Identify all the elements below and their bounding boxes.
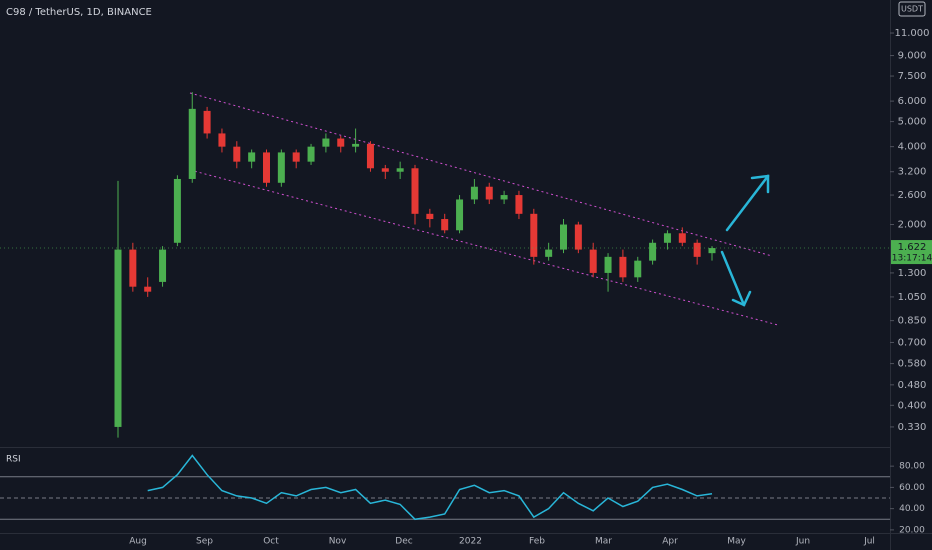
y-tick-label: 6.000 (898, 96, 927, 107)
candle-body (114, 249, 122, 427)
candle-body (307, 146, 315, 162)
rsi-label: RSI (6, 455, 21, 465)
candle-body (144, 286, 152, 292)
candle-body (589, 249, 597, 273)
rsi-y-tick-label: 80.00 (899, 462, 925, 472)
candle-body (708, 248, 716, 254)
y-tick-label: 4.000 (898, 142, 927, 153)
y-tick-label: 1.050 (898, 292, 927, 303)
rsi-y-tick-label: 20.00 (899, 525, 925, 535)
y-tick-label: 5.000 (898, 117, 927, 128)
candle-body (456, 199, 464, 231)
candle-body (470, 186, 478, 200)
candle-body (233, 146, 241, 162)
candle-body (277, 152, 285, 183)
x-tick-label: Mar (595, 537, 612, 547)
candle-body (411, 168, 419, 214)
candle-body (292, 152, 300, 162)
candle-body (530, 213, 538, 257)
currency-box[interactable] (898, 1, 926, 17)
candle-body (218, 133, 226, 147)
arrow-up (725, 174, 770, 232)
x-tick-label: Dec (395, 537, 412, 547)
y-tick-label: 11.000 (895, 28, 930, 39)
y-tick-label: 3.200 (898, 167, 927, 178)
candle-body (545, 249, 553, 257)
currency-label[interactable]: USDT (901, 5, 923, 14)
candle-body (129, 249, 137, 287)
y-tick-label: 0.480 (898, 380, 927, 391)
candle-body (322, 138, 330, 147)
y-tick-label: 9.000 (898, 51, 927, 62)
rsi-line (147, 454, 713, 521)
y-tick-label: 0.700 (898, 337, 927, 348)
candle-body (663, 233, 671, 243)
candle-body (500, 195, 508, 200)
y-tick-label: 2.000 (898, 220, 927, 231)
candle-body (441, 219, 449, 231)
candle-body (337, 138, 345, 147)
countdown: 13:17:14 (892, 254, 932, 264)
x-tick-label: Aug (129, 537, 147, 547)
y-tick-label: 2.600 (898, 190, 927, 201)
candle-body (560, 224, 567, 250)
candle-body (485, 186, 493, 200)
candle-body (396, 168, 404, 172)
candle-body (574, 224, 582, 250)
y-tick-label: 1.300 (898, 268, 927, 279)
candle-body (381, 168, 389, 172)
candle-body (248, 152, 256, 162)
y-tick-label: 0.400 (898, 400, 927, 411)
candle-body (693, 242, 701, 257)
y-tick-label: 0.330 (898, 422, 927, 433)
candle-body (604, 256, 612, 273)
x-tick-label: Jun (795, 537, 810, 547)
y-tick-label: 0.580 (898, 359, 927, 370)
x-tick-label: Nov (329, 537, 347, 547)
channel-upper (189, 92, 773, 257)
x-tick-label: 2022 (459, 537, 482, 547)
candle-body (263, 152, 270, 183)
candle-body (203, 110, 211, 134)
candle-body (619, 256, 627, 278)
last-price-label: 1.622 (898, 242, 927, 253)
candle-body (649, 242, 657, 261)
y-tick-label: 7.500 (898, 71, 927, 82)
chart-title: C98 / TetherUS, 1D, BINANCE (6, 7, 152, 18)
candle-body (352, 143, 360, 147)
x-tick-label: Jul (863, 537, 875, 547)
rsi-y-tick-label: 60.00 (899, 483, 925, 493)
candle-body (678, 233, 686, 243)
x-tick-label: Feb (529, 537, 545, 547)
x-tick-label: Apr (662, 537, 678, 547)
candle-body (366, 143, 374, 169)
candle-body (188, 108, 196, 179)
x-tick-label: Oct (263, 537, 279, 547)
last-price-box (891, 240, 932, 265)
arrow-down (720, 250, 752, 307)
y-tick-label: 0.850 (898, 316, 927, 327)
candle-body (426, 213, 434, 220)
channel-lower (189, 169, 779, 326)
rsi-y-tick-label: 40.00 (899, 504, 925, 514)
candle-body (634, 260, 642, 278)
x-tick-label: May (727, 537, 746, 547)
x-tick-label: Sep (196, 537, 213, 547)
candle-body (159, 249, 167, 282)
candle-body (515, 195, 523, 214)
candle-body (173, 178, 181, 243)
